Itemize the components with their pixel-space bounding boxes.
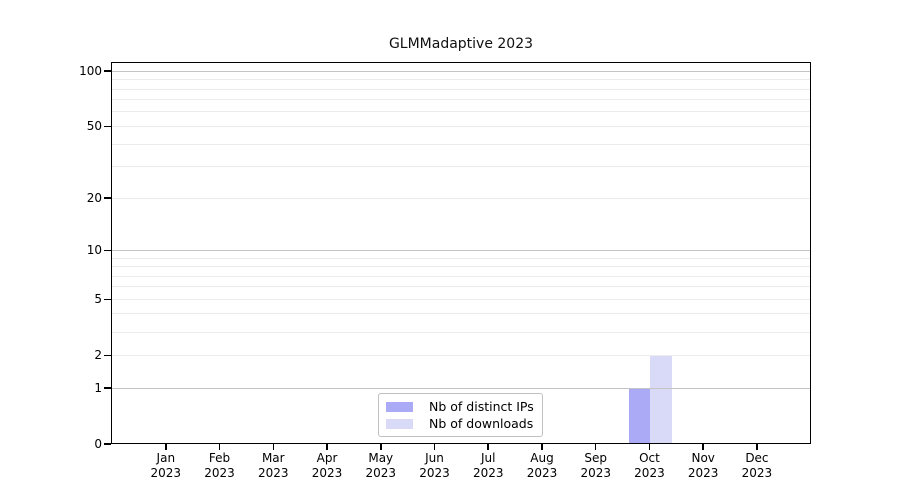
x-tick-label-may: May 2023 bbox=[365, 451, 397, 480]
legend-item-downloads: Nb of downloads bbox=[386, 415, 534, 432]
y-tick-label-2: 2 bbox=[94, 347, 102, 362]
gridline-1 bbox=[112, 387, 810, 389]
gridline-80 bbox=[112, 88, 810, 90]
y-tick-label-1: 1 bbox=[94, 380, 102, 395]
legend-label-downloads: Nb of downloads bbox=[429, 416, 534, 431]
legend-item-distinct-ips: Nb of distinct IPs bbox=[386, 398, 534, 415]
legend: Nb of distinct IPs Nb of downloads bbox=[378, 393, 543, 437]
gridline-50 bbox=[112, 125, 810, 127]
x-tick-oct bbox=[648, 444, 651, 450]
x-tick-label-mar: Mar 2023 bbox=[257, 451, 289, 480]
downloads-swatch bbox=[386, 418, 413, 429]
x-tick-apr bbox=[326, 444, 328, 450]
x-tick-may bbox=[380, 444, 382, 450]
gridline-90 bbox=[112, 79, 810, 81]
y-tick-2 bbox=[104, 354, 111, 356]
gridline-100 bbox=[112, 70, 810, 72]
y-tick-50 bbox=[104, 125, 111, 128]
x-tick-jun bbox=[433, 444, 436, 450]
gridline-70 bbox=[112, 99, 810, 101]
gridline-9 bbox=[112, 257, 810, 259]
y-tick-label-100: 100 bbox=[79, 63, 102, 78]
x-tick-jan bbox=[165, 444, 167, 450]
y-tick-10 bbox=[104, 249, 111, 252]
y-tick-label-5: 5 bbox=[94, 291, 102, 306]
gridline-2 bbox=[112, 354, 810, 356]
x-tick-label-sep: Sep 2023 bbox=[580, 451, 611, 480]
y-tick-1 bbox=[104, 387, 111, 389]
x-tick-dec bbox=[756, 444, 758, 450]
x-tick-sep bbox=[594, 444, 597, 450]
x-tick-label-jul: Jul 2023 bbox=[472, 451, 504, 480]
x-tick-mar bbox=[272, 444, 275, 450]
y-tick-label-20: 20 bbox=[86, 190, 102, 205]
gridline-5 bbox=[112, 298, 810, 300]
gridline-4 bbox=[112, 313, 810, 315]
y-tick-0 bbox=[104, 443, 111, 445]
y-tick-label-10: 10 bbox=[86, 242, 102, 257]
y-tick-20 bbox=[104, 197, 111, 199]
y-tick-100 bbox=[104, 70, 111, 72]
x-tick-label-apr: Apr 2023 bbox=[311, 451, 343, 480]
chart-title: GLMMadaptive 2023 bbox=[388, 36, 534, 52]
y-tick-label-0: 0 bbox=[94, 436, 102, 451]
gridline-40 bbox=[112, 143, 810, 145]
x-tick-jul bbox=[487, 444, 489, 450]
plot-area bbox=[111, 62, 811, 444]
x-tick-label-jun: Jun 2023 bbox=[419, 451, 450, 480]
gridline-60 bbox=[112, 111, 810, 113]
legend-label-distinct-ips: Nb of distinct IPs bbox=[429, 399, 534, 414]
bar-oct-distinct-ips bbox=[628, 389, 651, 444]
x-tick-label-jan: Jan 2023 bbox=[150, 451, 182, 480]
gridline-6 bbox=[112, 286, 810, 288]
y-tick-label-50: 50 bbox=[86, 118, 102, 133]
x-tick-nov bbox=[702, 444, 704, 450]
y-tick-5 bbox=[104, 298, 111, 300]
gridline-30 bbox=[112, 166, 810, 168]
x-tick-feb bbox=[218, 444, 221, 450]
gridline-7 bbox=[112, 275, 810, 277]
x-tick-label-aug: Aug 2023 bbox=[526, 451, 558, 480]
gridline-10 bbox=[112, 249, 810, 251]
x-tick-label-oct: Oct 2023 bbox=[634, 451, 665, 480]
x-tick-label-feb: Feb 2023 bbox=[204, 451, 235, 480]
distinct-ips-swatch bbox=[386, 401, 413, 412]
x-tick-label-nov: Nov 2023 bbox=[687, 451, 719, 480]
gridline-8 bbox=[112, 266, 810, 267]
x-tick-aug bbox=[541, 444, 543, 450]
x-tick-label-dec: Dec 2023 bbox=[741, 451, 773, 480]
gridline-20 bbox=[112, 197, 810, 199]
gridline-3 bbox=[112, 331, 810, 333]
bar-oct-downloads bbox=[650, 356, 673, 444]
